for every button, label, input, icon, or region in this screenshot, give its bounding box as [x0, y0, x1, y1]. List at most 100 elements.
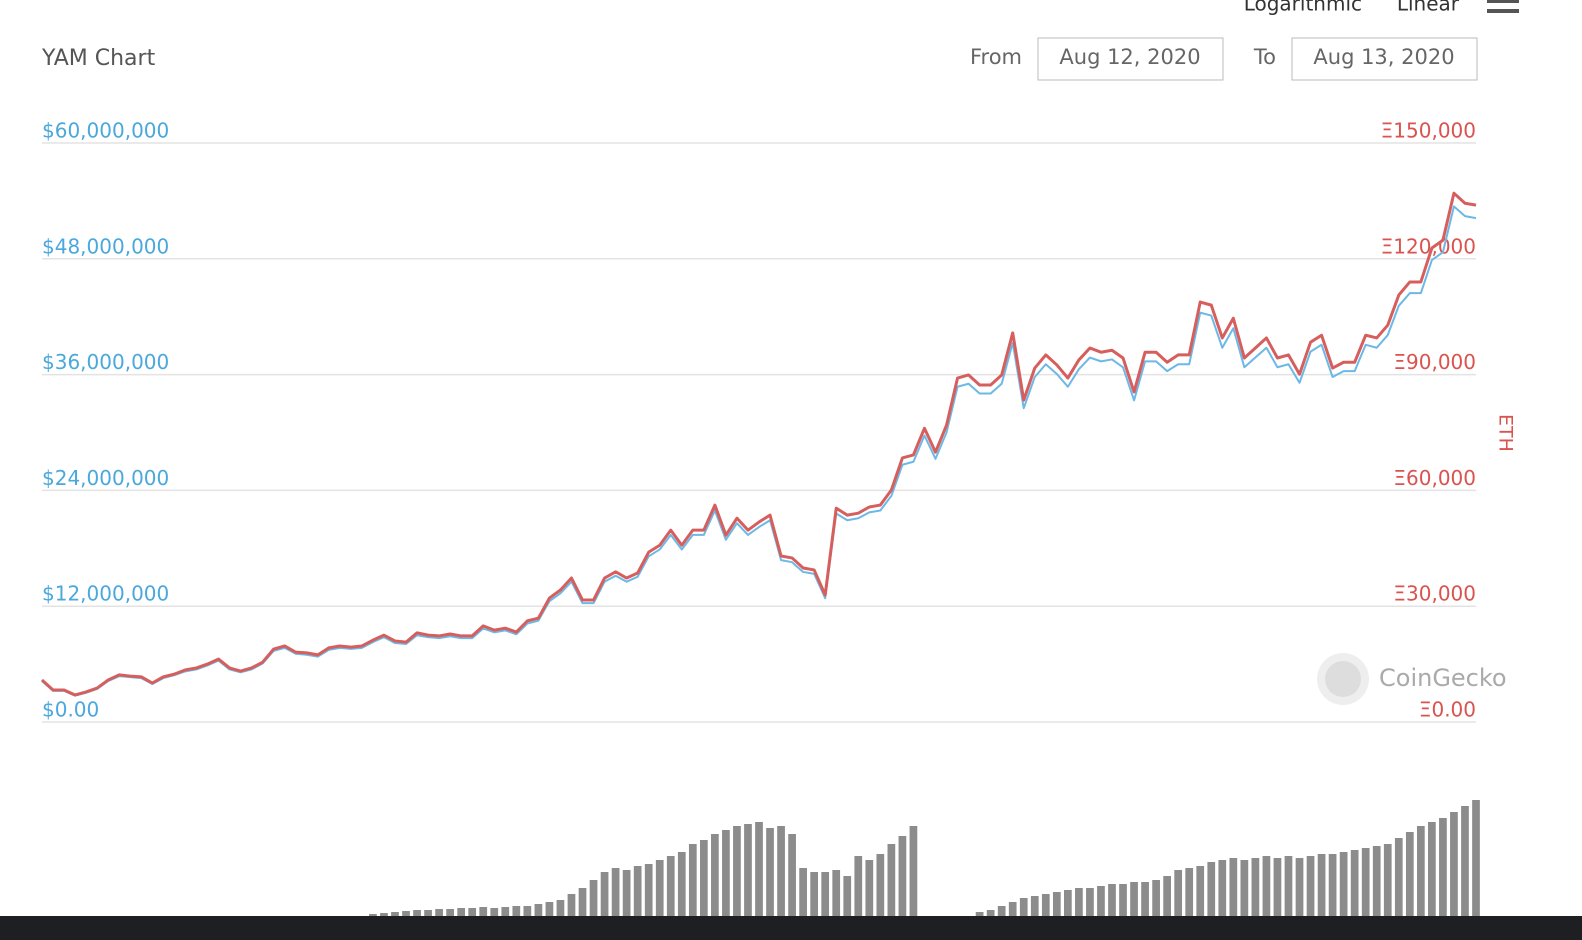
watermark: CoinGecko [1317, 653, 1507, 705]
volume-bar [556, 900, 565, 916]
volume-bar [843, 876, 852, 916]
volume-bar [1328, 854, 1337, 916]
volume-bar [1361, 848, 1370, 916]
volume-bar [677, 852, 686, 916]
to-date: Aug 13, 2020 [1313, 45, 1454, 69]
volume-bar [854, 856, 863, 916]
volume-bar [1306, 856, 1315, 916]
volume-bar [986, 910, 995, 916]
volume-bar [1405, 832, 1414, 916]
volume-bar [446, 909, 454, 916]
volume-bar [1108, 884, 1116, 916]
volume-bar [424, 910, 432, 916]
price-line [40, 191, 1477, 697]
volume-bar [1163, 876, 1171, 916]
volume-bar [1097, 886, 1105, 916]
watermark-text: CoinGecko [1379, 664, 1507, 692]
volume-bar [369, 914, 377, 916]
y-tick-label: $36,000,000 [42, 350, 169, 374]
volume-bar [1251, 858, 1260, 916]
volume-bar [633, 866, 642, 916]
y-tick-label: $12,000,000 [42, 582, 169, 606]
volume-bar [1461, 806, 1469, 916]
from-input[interactable] [1037, 37, 1224, 81]
volume-bar [821, 872, 830, 916]
volume-bar [1428, 822, 1436, 916]
y2-tick-label: Ξ120,000 [1381, 234, 1476, 258]
linear-button[interactable]: Linear [1397, 0, 1460, 16]
volume-bar [1119, 884, 1127, 916]
volume-bar [644, 864, 653, 916]
volume-bar [1030, 896, 1039, 916]
volume-bar [1416, 826, 1425, 916]
volume-bar [1019, 898, 1028, 916]
from-date: Aug 12, 2020 [1059, 45, 1200, 69]
volume-bar [1052, 892, 1061, 916]
y2-axis-label: ETH [1495, 414, 1517, 452]
chart-title: YAM Chart [41, 46, 156, 71]
volume-bar [1240, 860, 1249, 916]
from-label: From [970, 45, 1022, 69]
to-input[interactable] [1291, 37, 1478, 81]
volume-bar [1350, 850, 1359, 916]
volume-bar [457, 908, 466, 916]
volume-bar [1041, 894, 1050, 916]
y-tick-label: $48,000,000 [42, 234, 169, 258]
volume-bar [391, 912, 399, 916]
volume-bar [600, 872, 609, 916]
volume-bar [777, 826, 785, 916]
volume-bar [755, 822, 763, 916]
volume-bar [1383, 844, 1392, 916]
y-tick-label: $24,000,000 [42, 466, 169, 490]
volume-bar [1174, 870, 1183, 916]
volume-bar [1394, 838, 1403, 916]
volume-bar [512, 906, 521, 916]
volume-bar [1372, 846, 1381, 916]
volume-bar [1185, 868, 1194, 916]
volume-bar [810, 872, 819, 916]
volume-bar [523, 906, 532, 916]
volume-bar [898, 836, 907, 916]
volume-bar [501, 907, 510, 916]
volume-bar [788, 834, 796, 916]
volume-bar [1262, 856, 1271, 916]
volume-bar [1064, 890, 1072, 916]
volume-bar [1339, 852, 1348, 916]
volume-bar [380, 913, 388, 916]
menu-bar [1487, 9, 1519, 13]
volume-bar [975, 912, 984, 916]
menu-icon[interactable] [1487, 0, 1519, 13]
volume-bar [1207, 862, 1216, 916]
volume-bar [1086, 888, 1094, 916]
volume-bar [1273, 858, 1282, 916]
to-label: To [1253, 45, 1276, 69]
volume-bar [622, 870, 631, 916]
menu-bar [1487, 0, 1519, 3]
volume-bar [490, 908, 499, 916]
volume-bar [688, 844, 697, 916]
volume-bar [1152, 880, 1160, 916]
volume-bar [435, 909, 443, 916]
volume-bar [909, 826, 918, 916]
volume-bar [611, 868, 620, 916]
volume-bar [1218, 860, 1227, 916]
volume-bar [1130, 882, 1138, 916]
volume-bar [1229, 858, 1238, 916]
volume-bar [799, 868, 807, 916]
volume-bar [997, 906, 1006, 916]
volume-bar [468, 908, 477, 916]
volume-bar [479, 907, 488, 916]
dock-bar [0, 916, 1582, 940]
volume-bar [744, 824, 752, 916]
y-tick-label: $0.00 [42, 698, 99, 722]
watermark-logo [1325, 661, 1361, 697]
volume-bar [699, 840, 708, 916]
volume-bar [1295, 858, 1304, 916]
y2-tick-label: Ξ60,000 [1393, 466, 1476, 490]
price-line [41, 205, 1477, 697]
volume-bar [402, 911, 410, 916]
volume-bar [655, 860, 664, 916]
log-button[interactable]: Logarithmic [1244, 0, 1362, 16]
y2-tick-label: Ξ90,000 [1393, 350, 1476, 374]
